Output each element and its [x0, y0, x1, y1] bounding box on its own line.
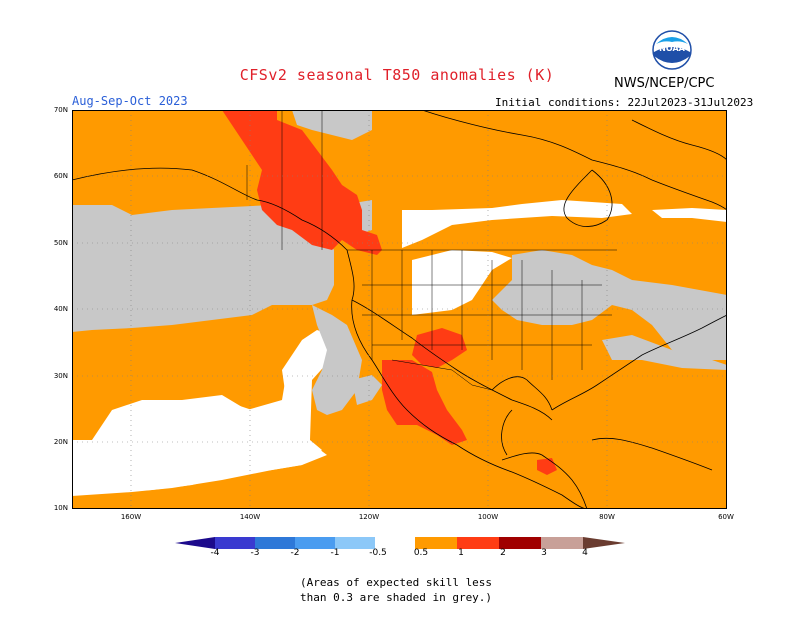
- color-legend: [175, 535, 625, 549]
- coastlines: [72, 110, 727, 509]
- legend-arrow-cold: [175, 537, 215, 549]
- anomaly-map: [72, 110, 727, 509]
- legend-tick: 1: [458, 548, 464, 558]
- legend-tick: 0.5: [413, 548, 429, 558]
- legend-tick: -4: [210, 548, 220, 558]
- legend-swatch: [295, 537, 335, 549]
- lat-label-10n: 10N: [53, 504, 68, 512]
- legend-tick: -3: [250, 548, 260, 558]
- legend-tick: -1: [330, 548, 340, 558]
- legend-tick: 3: [541, 548, 547, 558]
- legend-tick: 2: [500, 548, 506, 558]
- lat-label-30n: 30N: [53, 372, 68, 380]
- legend-tick: -2: [290, 548, 300, 558]
- legend-tick: 4: [582, 548, 588, 558]
- lat-label-70n: 70N: [53, 106, 68, 114]
- lon-label-100w: 100W: [477, 513, 499, 521]
- low-skill-region: [72, 110, 727, 415]
- lat-label-20n: 20N: [53, 438, 68, 446]
- lon-label-120w: 120W: [358, 513, 380, 521]
- legend-swatch: [499, 537, 541, 549]
- skill-note-line2: than 0.3 are shaded in grey.): [300, 591, 493, 604]
- legend-swatch: [375, 537, 415, 549]
- lat-label-40n: 40N: [53, 305, 68, 313]
- anomaly-region-hot: [222, 110, 557, 475]
- lon-label-140w: 140W: [239, 513, 261, 521]
- map-title: CFSv2 seasonal T850 anomalies (K): [239, 66, 555, 84]
- legend-swatch: [335, 537, 375, 549]
- graticule: [72, 110, 727, 509]
- agency-label: NWS/NCEP/CPC: [614, 76, 715, 91]
- legend-tick: -0.5: [369, 548, 387, 558]
- legend-swatch: [541, 537, 583, 549]
- legend-swatch: [215, 537, 255, 549]
- forecast-period: Aug-Sep-Oct 2023: [72, 94, 188, 108]
- skill-note-line1: (Areas of expected skill less: [300, 576, 493, 589]
- noaa-logo: NOAA: [652, 30, 692, 70]
- lon-label-160w: 160W: [120, 513, 142, 521]
- lat-label-50n: 50N: [53, 239, 68, 247]
- legend-swatch: [457, 537, 499, 549]
- legend-swatch: [255, 537, 295, 549]
- anomaly-region-neutral: [72, 110, 727, 509]
- lon-label-80w: 80W: [599, 513, 615, 521]
- borders: [246, 110, 617, 391]
- svg-text:NOAA: NOAA: [659, 44, 685, 53]
- legend-swatch: [415, 537, 457, 549]
- initial-conditions: Initial conditions: 22Jul2023-31Jul2023: [495, 96, 754, 109]
- lon-label-60w: 60W: [718, 513, 734, 521]
- lat-label-60n: 60N: [53, 172, 68, 180]
- legend-arrow-warm: [583, 537, 625, 549]
